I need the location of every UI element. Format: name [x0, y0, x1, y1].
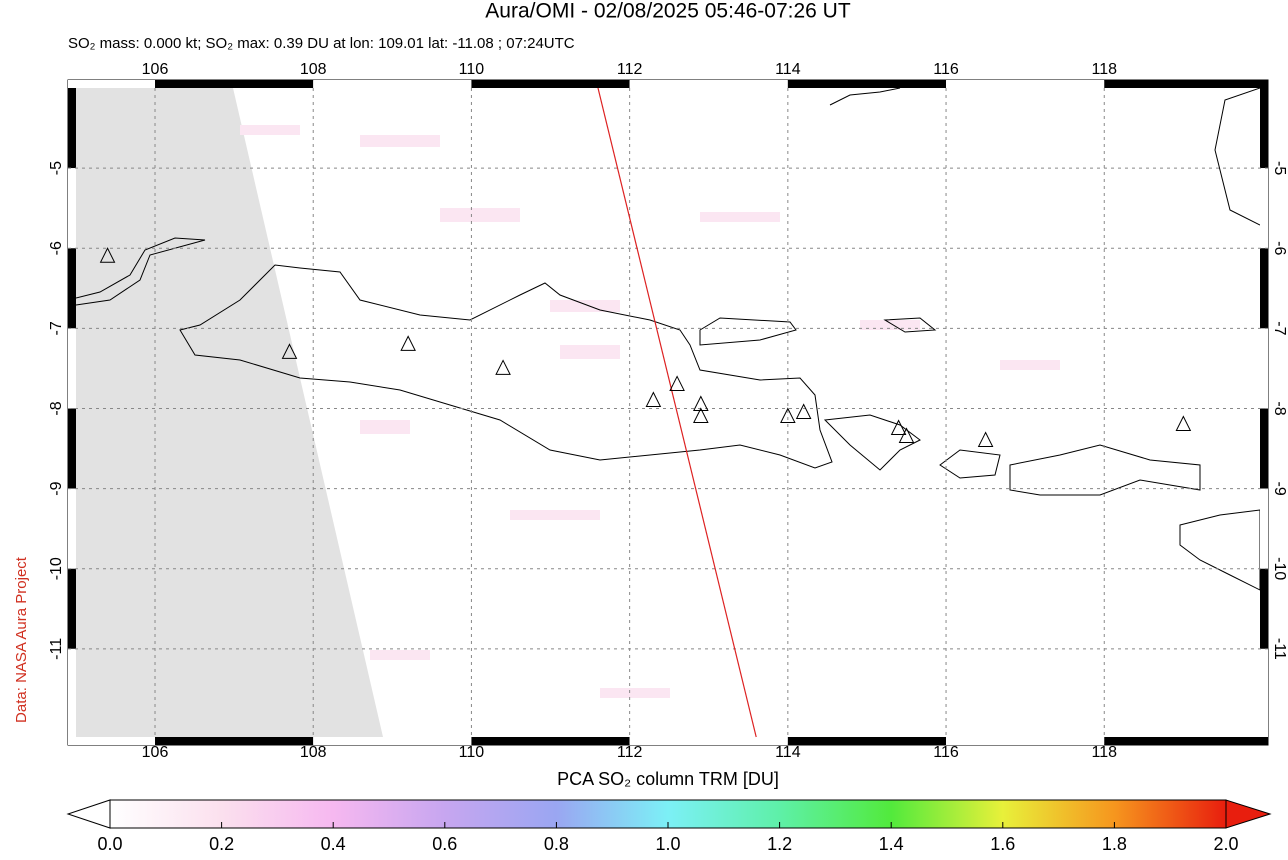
volcano-marker	[400, 335, 416, 351]
lat-tick-label: -6	[48, 241, 65, 255]
frame-bar	[629, 80, 788, 88]
colorbar-tick-label: 0.8	[544, 834, 569, 854]
lon-tick-label: 108	[300, 61, 327, 78]
lat-tick-label: -9	[48, 481, 65, 495]
frame-bar	[155, 80, 314, 88]
frame-bar	[313, 80, 472, 88]
lat-tick-label: -8	[1271, 401, 1288, 415]
frame-bar	[1104, 80, 1268, 88]
volcano-marker	[645, 391, 662, 407]
map-area	[76, 88, 1260, 737]
volcano-marker	[780, 407, 796, 424]
lon-tick-label: 114	[775, 61, 801, 78]
lon-tick-label: 110	[459, 744, 485, 761]
frame-bar	[629, 737, 788, 745]
colorbar-over	[1225, 799, 1272, 829]
lon-tick-label: 116	[933, 61, 959, 78]
lat-tick-label: -10	[48, 557, 65, 580]
frame-bar	[1104, 737, 1268, 745]
lon-tick-label: 112	[617, 744, 643, 761]
colorbar-tick-label: 1.4	[879, 834, 904, 854]
colorbar-tick-label: 0.0	[97, 834, 122, 854]
no-data-region	[76, 88, 383, 737]
orbit-track	[597, 87, 757, 738]
title: Aura/OMI - 02/08/2025 05:46-07:26 UT	[485, 0, 851, 23]
frame-bar	[787, 80, 947, 88]
lon-tick-label: 106	[142, 61, 169, 78]
frame-bar	[1260, 248, 1268, 329]
colorbar-label: PCA SO₂ column TRM [DU]	[557, 769, 779, 789]
lon-tick-label: 108	[300, 744, 327, 761]
frame-bar	[1260, 88, 1268, 169]
colorbar-tick-label: 1.2	[767, 834, 792, 854]
frame-bar	[787, 737, 947, 745]
credit: Data: NASA Aura Project	[13, 556, 30, 723]
lon-tick-label: 114	[775, 744, 801, 761]
volcano-marker	[1175, 415, 1192, 432]
coastlines	[76, 88, 1260, 591]
volcano-marker	[495, 359, 511, 375]
frame-bar	[68, 248, 76, 329]
lat-tick-label: -11	[1271, 638, 1288, 660]
colorbar-tick-label: 0.6	[432, 834, 457, 854]
frame-bar	[68, 80, 156, 88]
lat-tick-label: -7	[1271, 321, 1288, 335]
lon-tick-label: 112	[617, 61, 643, 78]
frame-bar	[1260, 648, 1268, 737]
lat-tick-label: -9	[1271, 482, 1288, 496]
frame-bar	[68, 328, 76, 409]
lat-tick-label: -8	[48, 401, 65, 415]
frame-bar	[471, 737, 630, 745]
frame-bar	[1260, 408, 1268, 489]
subtitle: SO₂ mass: 0.000 kt; SO₂ max: 0.39 DU at …	[68, 35, 575, 52]
lat-tick-label: -7	[48, 321, 65, 335]
frame-bar	[1260, 488, 1268, 569]
frame-bar	[68, 168, 76, 249]
lon-tick-label: 118	[1091, 61, 1117, 78]
frame-bar	[471, 80, 630, 88]
volcano-marker	[795, 403, 812, 419]
frame-bar	[946, 737, 1105, 745]
lat-tick-label: -6	[1271, 241, 1288, 255]
colorbar-tick-label: 1.0	[655, 834, 680, 854]
volcano-marker	[693, 407, 709, 424]
so2-swaths	[240, 125, 1060, 698]
colorbar-tick-label: 1.6	[990, 834, 1015, 854]
lat-tick-label: -10	[1271, 557, 1288, 580]
frame-bar	[1260, 168, 1268, 249]
colorbar-tick-label: 1.8	[1102, 834, 1127, 854]
frame-bar	[1260, 568, 1268, 649]
frame-bar	[946, 80, 1105, 88]
colorbar-tick-label: 2.0	[1213, 834, 1238, 854]
volcano-marker	[890, 419, 907, 436]
volcano-marker	[693, 395, 709, 411]
volcano-marker	[281, 343, 298, 359]
colorbar-under	[66, 799, 111, 829]
frame-bar	[68, 488, 76, 569]
frame-bar	[155, 737, 314, 745]
lat-tick-label: -11	[48, 638, 65, 660]
frame-bar	[313, 737, 472, 745]
volcano-marker	[898, 427, 915, 444]
colorbar-tick-label: 0.2	[209, 834, 234, 854]
frame-bar	[68, 568, 76, 649]
frame-bar	[68, 648, 76, 737]
lon-tick-label: 118	[1091, 744, 1117, 761]
lon-tick-label: 116	[933, 744, 959, 761]
lon-tick-label: 106	[142, 744, 169, 761]
frame-bar	[68, 88, 76, 169]
frame-bar	[1260, 328, 1268, 409]
volcano-marker	[977, 431, 994, 448]
lat-tick-label: -5	[1271, 161, 1288, 175]
volcano-marker	[99, 247, 116, 263]
frame-bar	[68, 737, 156, 745]
lat-tick-label: -5	[48, 161, 65, 175]
colorbar-tick-label: 0.4	[321, 834, 346, 854]
frame-bar	[68, 408, 76, 489]
lon-tick-label: 110	[459, 61, 485, 78]
volcano-marker	[669, 375, 685, 391]
